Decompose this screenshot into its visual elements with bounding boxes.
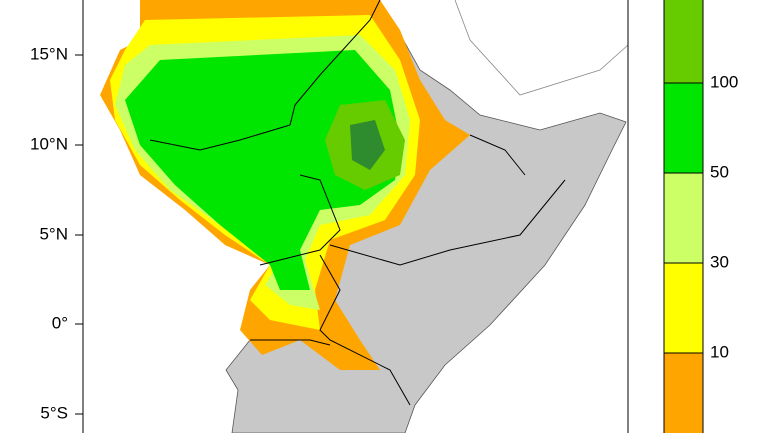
latitude-axis: 15°N 10°N 5°N 0° 5°S	[30, 44, 83, 422]
land-green	[125, 50, 400, 290]
latitude-label: 15°N	[30, 44, 68, 63]
colorbar-label: 30	[710, 252, 729, 271]
colorbar-label: 100	[710, 72, 738, 91]
map-area	[83, 0, 628, 433]
colorbar-swatch	[663, 0, 704, 84]
colorbar-swatch	[663, 82, 704, 174]
colorbar: 100 50 30 10	[663, 0, 738, 436]
colorbar-label: 50	[710, 162, 729, 181]
latitude-label: 5°S	[40, 403, 68, 422]
colorbar-swatch	[663, 262, 704, 354]
highland-patch	[350, 120, 385, 170]
coastline	[454, 0, 628, 96]
borders	[149, 0, 566, 406]
colorbar-label: 10	[710, 342, 729, 361]
latitude-label: 5°N	[39, 224, 68, 243]
latitude-label: 10°N	[30, 134, 68, 153]
latitude-label: 0°	[52, 313, 68, 332]
colorbar-swatch	[663, 172, 704, 264]
colorbar-swatch	[663, 352, 704, 436]
